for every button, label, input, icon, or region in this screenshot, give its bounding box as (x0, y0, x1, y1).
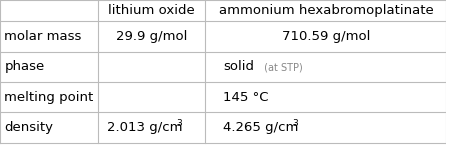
Text: phase: phase (5, 60, 45, 73)
Text: 710.59 g/mol: 710.59 g/mol (282, 30, 370, 43)
Text: solid: solid (223, 60, 254, 73)
Text: melting point: melting point (5, 91, 94, 104)
Text: 4.265 g/cm: 4.265 g/cm (223, 121, 299, 134)
Text: 2.013 g/cm: 2.013 g/cm (107, 121, 183, 134)
Text: 3: 3 (176, 119, 182, 128)
Text: 145 °C: 145 °C (223, 91, 269, 104)
Text: (at STP): (at STP) (261, 63, 303, 73)
Text: molar mass: molar mass (5, 30, 82, 43)
Text: 3: 3 (292, 119, 298, 128)
Text: ammonium hexabromoplatinate: ammonium hexabromoplatinate (218, 4, 433, 17)
Text: density: density (5, 121, 54, 134)
Text: 29.9 g/mol: 29.9 g/mol (116, 30, 187, 43)
Text: lithium oxide: lithium oxide (109, 4, 195, 17)
